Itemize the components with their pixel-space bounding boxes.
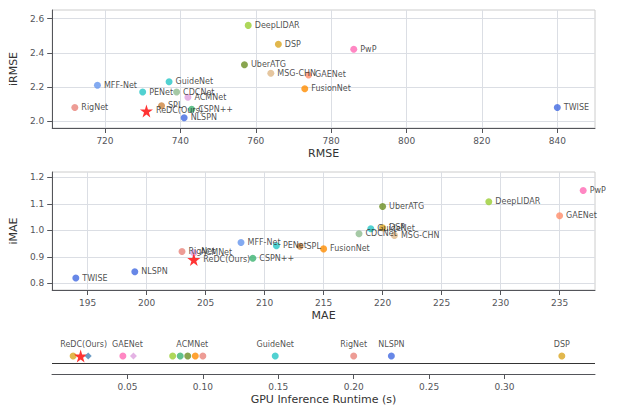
svg-text:195: 195 (79, 298, 96, 308)
svg-text:NLSPN: NLSPN (190, 113, 217, 123)
svg-text:CSPN++: CSPN++ (198, 104, 234, 114)
svg-text:GuideNet: GuideNet (256, 340, 294, 349)
svg-text:230: 230 (492, 298, 509, 308)
svg-text:2.0: 2.0 (30, 116, 45, 126)
svg-text:210: 210 (256, 298, 273, 308)
svg-text:iRMSE: iRMSE (7, 52, 20, 86)
svg-text:DSP: DSP (389, 223, 406, 233)
svg-text:RigNet: RigNet (340, 340, 367, 349)
svg-text:2.6: 2.6 (30, 14, 45, 24)
svg-text:2.2: 2.2 (30, 82, 44, 92)
svg-text:NLSPN: NLSPN (141, 267, 167, 276)
svg-text:720: 720 (96, 136, 113, 146)
svg-text:1.0: 1.0 (30, 225, 45, 235)
svg-text:220: 220 (374, 298, 391, 308)
svg-text:FusionNet: FusionNet (311, 84, 351, 93)
svg-text:FusionNet: FusionNet (330, 244, 370, 253)
svg-text:iMAE: iMAE (7, 217, 20, 244)
svg-text:MAE: MAE (312, 309, 336, 322)
svg-text:1.2: 1.2 (30, 172, 44, 182)
svg-text:GAENet: GAENet (315, 70, 346, 79)
svg-text:760: 760 (247, 136, 264, 146)
svg-text:0.15: 0.15 (268, 382, 288, 392)
svg-text:GAENet: GAENet (566, 211, 597, 220)
svg-text:MSG-CHN: MSG-CHN (277, 69, 316, 78)
svg-text:ACMNet: ACMNet (200, 248, 233, 258)
svg-text:0.05: 0.05 (117, 382, 137, 392)
svg-text:ReDC(Ours): ReDC(Ours) (60, 340, 107, 349)
svg-text:2.4: 2.4 (30, 48, 45, 58)
svg-text:840: 840 (549, 136, 566, 146)
svg-text:TWISE: TWISE (563, 103, 589, 112)
svg-text:0.30: 0.30 (494, 382, 514, 392)
svg-text:SPL: SPL (307, 242, 322, 251)
svg-text:NLSPN: NLSPN (378, 340, 404, 349)
svg-text:0.9: 0.9 (30, 252, 45, 262)
svg-text:PENet: PENet (149, 88, 173, 97)
svg-text:MSG-CHN: MSG-CHN (401, 231, 440, 240)
svg-text:MFF-Net: MFF-Net (248, 238, 281, 247)
svg-text:UberATG: UberATG (389, 202, 424, 211)
svg-text:DSP: DSP (554, 340, 570, 349)
svg-text:740: 740 (172, 136, 189, 146)
svg-text:GPU Inference Runtime (s): GPU Inference Runtime (s) (251, 393, 397, 406)
svg-text:800: 800 (398, 136, 415, 146)
svg-text:ReDC(Ours): ReDC(Ours) (156, 106, 203, 115)
svg-text:0.20: 0.20 (344, 382, 364, 392)
svg-text:RigNet: RigNet (81, 103, 108, 112)
svg-text:780: 780 (323, 136, 340, 146)
svg-text:ACMNet: ACMNet (194, 93, 226, 102)
svg-text:225: 225 (433, 298, 450, 308)
svg-text:DeepLIDAR: DeepLIDAR (255, 21, 300, 30)
svg-text:RMSE: RMSE (308, 147, 339, 160)
svg-text:PwP: PwP (590, 186, 606, 195)
svg-text:205: 205 (197, 298, 214, 308)
svg-text:GAENet: GAENet (112, 340, 143, 349)
svg-text:0.10: 0.10 (193, 382, 213, 392)
svg-text:0.8: 0.8 (30, 278, 45, 288)
svg-text:GuideNet: GuideNet (176, 77, 214, 86)
svg-text:TWISE: TWISE (81, 274, 107, 283)
svg-text:820: 820 (473, 136, 490, 146)
svg-text:PwP: PwP (360, 45, 376, 54)
svg-text:PENet: PENet (283, 241, 307, 250)
svg-text:DSP: DSP (285, 40, 301, 49)
svg-text:CDCNet: CDCNet (365, 229, 397, 239)
svg-text:CSPN++: CSPN++ (259, 254, 294, 263)
svg-text:215: 215 (315, 298, 332, 308)
svg-text:200: 200 (138, 298, 155, 308)
svg-text:ACMNet: ACMNet (176, 340, 208, 349)
svg-text:235: 235 (551, 298, 568, 308)
svg-text:ReDC(Ours): ReDC(Ours) (203, 255, 250, 264)
svg-text:DeepLIDAR: DeepLIDAR (495, 197, 540, 206)
svg-text:0.25: 0.25 (419, 382, 439, 392)
svg-text:1.1: 1.1 (30, 199, 44, 209)
svg-text:UberATG: UberATG (251, 60, 286, 70)
svg-text:MFF-Net: MFF-Net (104, 81, 137, 90)
